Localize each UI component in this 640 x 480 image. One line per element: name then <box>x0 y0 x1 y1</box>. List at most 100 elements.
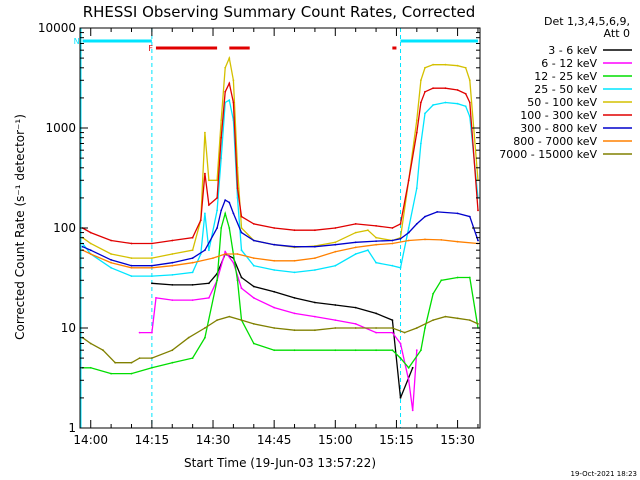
data-point <box>375 236 377 239</box>
data-point <box>130 372 133 375</box>
data-point <box>314 245 316 248</box>
data-point <box>391 319 394 321</box>
data-point <box>411 366 414 369</box>
data-point <box>114 361 117 364</box>
data-point <box>204 172 206 175</box>
data-point <box>334 243 337 246</box>
data-point <box>89 249 92 252</box>
data-point <box>151 264 153 267</box>
data-point <box>273 227 276 229</box>
data-point <box>420 101 422 104</box>
legend-entry-label: 50 - 100 keV <box>527 96 597 109</box>
data-point <box>216 179 219 182</box>
data-point <box>375 349 377 352</box>
data-point <box>191 261 194 264</box>
data-point <box>354 246 357 249</box>
data-point <box>391 242 394 245</box>
data-point <box>367 229 369 232</box>
data-point <box>375 243 377 246</box>
data-point <box>224 212 227 215</box>
data-point <box>240 215 243 218</box>
data-point <box>151 357 153 359</box>
axes: 1 10 100 1000 10000 14:00 14:15 14:30 14:45 15:00… <box>38 21 481 447</box>
data-point <box>110 253 112 255</box>
data-point <box>216 227 219 229</box>
data-point <box>293 312 296 315</box>
data-point <box>199 219 202 222</box>
data-point <box>228 201 231 204</box>
data-point <box>415 131 418 134</box>
data-point <box>171 264 174 267</box>
data-point <box>240 319 243 321</box>
data-point <box>411 409 414 412</box>
data-point <box>240 249 243 252</box>
data-point <box>464 66 467 69</box>
data-point <box>273 327 276 329</box>
data-point <box>252 264 255 267</box>
data-point <box>334 227 337 229</box>
data-point <box>399 237 402 240</box>
data-point <box>220 157 223 160</box>
x-tick-label: 14:45 <box>257 433 292 447</box>
data-point <box>252 285 255 288</box>
data-point <box>375 240 377 243</box>
data-point <box>236 279 239 282</box>
data-point <box>252 239 255 242</box>
data-point <box>456 64 459 67</box>
data-point <box>314 315 316 318</box>
data-point <box>456 276 459 279</box>
data-point <box>444 63 447 66</box>
series-line-2 <box>82 210 479 375</box>
data-point <box>240 287 243 290</box>
legend-entry-label: 100 - 300 keV <box>520 109 597 122</box>
data-point <box>293 297 296 299</box>
data-point <box>334 241 337 244</box>
data-point <box>110 259 112 261</box>
data-point <box>216 209 219 212</box>
x-tick-label: 14:00 <box>73 433 108 447</box>
data-point <box>236 187 239 190</box>
data-point <box>432 63 434 66</box>
data-point <box>468 101 471 104</box>
data-point <box>444 315 447 318</box>
data-point <box>468 276 471 279</box>
data-point <box>334 250 337 253</box>
data-point <box>204 336 206 339</box>
data-point <box>89 231 92 234</box>
legend-entry-label: 7000 - 15000 keV <box>499 148 597 161</box>
data-point <box>191 249 194 252</box>
data-point <box>171 349 174 352</box>
data-point <box>232 261 235 264</box>
data-point <box>151 257 153 259</box>
data-point <box>208 204 210 206</box>
data-point <box>110 372 112 375</box>
data-point <box>456 89 459 91</box>
data-point <box>191 284 194 286</box>
data-point <box>375 261 377 264</box>
data-point <box>293 229 296 232</box>
data-point <box>293 329 296 332</box>
data-point <box>391 227 394 229</box>
data-point <box>432 87 434 90</box>
x-axis-label: Start Time (19-Jun-03 13:57:22) <box>184 456 376 470</box>
y-tick-label: 10000 <box>38 21 76 35</box>
data-point <box>415 119 418 121</box>
data-point <box>89 253 92 255</box>
series-lines <box>81 55 479 412</box>
series-line-0 <box>151 253 414 399</box>
data-point <box>334 349 337 352</box>
data-point <box>293 271 296 274</box>
data-point <box>224 66 227 69</box>
data-point <box>314 329 316 332</box>
data-point <box>391 327 394 329</box>
data-point <box>216 319 219 321</box>
data-point <box>151 242 153 245</box>
y-tick-label: 10 <box>61 321 76 335</box>
data-point <box>240 276 243 279</box>
y-tick-label: 100 <box>53 221 76 235</box>
data-point <box>110 266 112 269</box>
data-point <box>424 215 426 218</box>
data-point <box>204 212 206 215</box>
data-point <box>240 231 243 234</box>
